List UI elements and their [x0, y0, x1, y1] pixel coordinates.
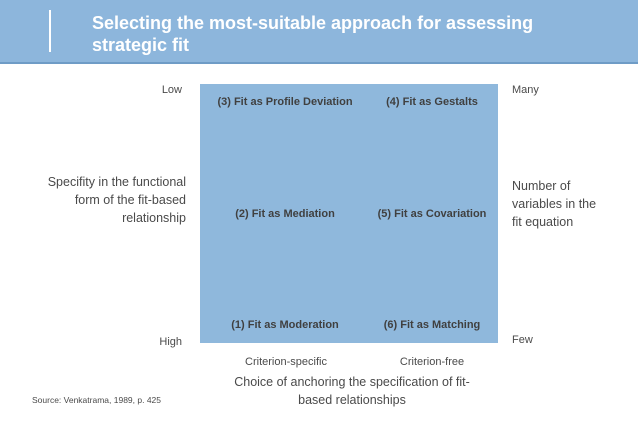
text-line: relationship [122, 211, 186, 225]
title: Selecting the most-suitable approach for… [92, 13, 534, 55]
text-line: based relationships [298, 393, 406, 407]
text-line: form of the fit-based [74, 193, 186, 207]
header: Selecting the most-suitable approach for… [0, 0, 638, 64]
axis-end: Criterion-specific [245, 356, 327, 368]
axis-end: Criterion-free [399, 356, 465, 368]
text-line: variables in the [512, 197, 597, 211]
axis-label: Specifity in the functional form of the … [48, 173, 186, 227]
quadrant-label: (3) Fit as Profile Deviation [217, 96, 353, 108]
header-bar [49, 10, 51, 52]
quadrant-label: (1) Fit as Moderation [231, 319, 339, 331]
axis-end: High [159, 336, 182, 348]
axis-label: Choice of anchoring the specification of… [234, 373, 470, 409]
axis-label: Number of variables in the fit equation [512, 177, 596, 231]
axis-end: Many [512, 84, 539, 96]
text-line: Specifity in the functional [47, 175, 186, 189]
axis-end: Few [512, 334, 533, 346]
matrix [200, 84, 498, 343]
text-line: Number of [512, 179, 571, 193]
quadrant-label: (6) Fit as Matching [383, 319, 481, 331]
quadrant-label: (5) Fit as Covariation [377, 208, 487, 220]
text-line: Choice of anchoring the specification of… [234, 375, 470, 389]
quadrant-label: (4) Fit as Gestalts [386, 96, 478, 108]
source: Source: Venkatrama, 1989, p. 425 [32, 395, 162, 405]
quadrant-label: (2) Fit as Mediation [235, 208, 335, 220]
axis-end: Low [161, 84, 182, 96]
text-line: fit equation [512, 215, 574, 229]
